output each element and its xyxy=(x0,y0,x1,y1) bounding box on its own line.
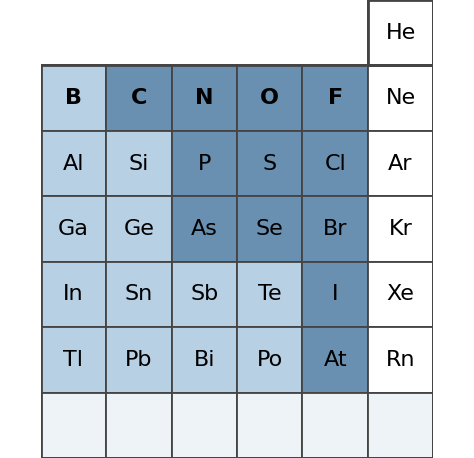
Bar xyxy=(41,262,106,327)
Bar xyxy=(368,327,433,393)
Bar xyxy=(41,131,106,196)
Text: Rn: Rn xyxy=(386,350,415,370)
Bar xyxy=(237,131,302,196)
Text: I: I xyxy=(332,284,338,305)
Text: Xe: Xe xyxy=(387,284,414,305)
Text: B: B xyxy=(65,88,82,108)
Bar xyxy=(302,327,368,393)
Bar xyxy=(41,65,106,131)
Text: Bi: Bi xyxy=(193,350,215,370)
Bar xyxy=(368,65,433,131)
Text: He: He xyxy=(385,23,416,43)
Text: Ar: Ar xyxy=(388,153,413,174)
Text: Ge: Ge xyxy=(123,219,155,239)
Bar xyxy=(41,196,106,262)
Text: Kr: Kr xyxy=(389,219,412,239)
Bar xyxy=(302,131,368,196)
Bar xyxy=(368,393,433,458)
Text: Si: Si xyxy=(128,153,149,174)
Bar xyxy=(368,131,433,196)
Text: F: F xyxy=(328,88,343,108)
Bar xyxy=(237,262,302,327)
Bar xyxy=(106,65,172,131)
Bar xyxy=(41,327,106,393)
Text: Ga: Ga xyxy=(58,219,89,239)
Text: Tl: Tl xyxy=(64,350,83,370)
Bar xyxy=(302,196,368,262)
Bar xyxy=(302,262,368,327)
Bar xyxy=(172,262,237,327)
Text: At: At xyxy=(323,350,347,370)
Text: Al: Al xyxy=(63,153,84,174)
Bar xyxy=(237,65,302,131)
Bar xyxy=(302,65,368,131)
Bar xyxy=(106,196,172,262)
Bar xyxy=(106,393,172,458)
Text: Cl: Cl xyxy=(324,153,346,174)
Text: Po: Po xyxy=(256,350,283,370)
Bar xyxy=(41,65,433,458)
Text: P: P xyxy=(198,153,211,174)
Bar xyxy=(237,393,302,458)
Text: Sb: Sb xyxy=(190,284,219,305)
Text: Pb: Pb xyxy=(125,350,153,370)
Bar xyxy=(172,196,237,262)
Text: Br: Br xyxy=(323,219,347,239)
Bar xyxy=(106,131,172,196)
Text: Se: Se xyxy=(256,219,283,239)
Bar xyxy=(106,327,172,393)
Bar xyxy=(368,196,433,262)
Bar xyxy=(302,393,368,458)
Text: C: C xyxy=(131,88,147,108)
Bar xyxy=(368,0,433,65)
Text: N: N xyxy=(195,88,213,108)
Text: S: S xyxy=(263,153,277,174)
Bar xyxy=(368,0,433,65)
Bar xyxy=(172,65,237,131)
Text: Sn: Sn xyxy=(125,284,153,305)
Text: O: O xyxy=(260,88,279,108)
Bar xyxy=(172,393,237,458)
Bar xyxy=(172,327,237,393)
Bar xyxy=(41,393,106,458)
Text: Te: Te xyxy=(258,284,282,305)
Bar xyxy=(237,327,302,393)
Bar xyxy=(368,262,433,327)
Text: Ne: Ne xyxy=(385,88,416,108)
Text: In: In xyxy=(63,284,84,305)
Bar xyxy=(237,196,302,262)
Bar xyxy=(106,262,172,327)
Text: As: As xyxy=(191,219,218,239)
Bar xyxy=(172,131,237,196)
